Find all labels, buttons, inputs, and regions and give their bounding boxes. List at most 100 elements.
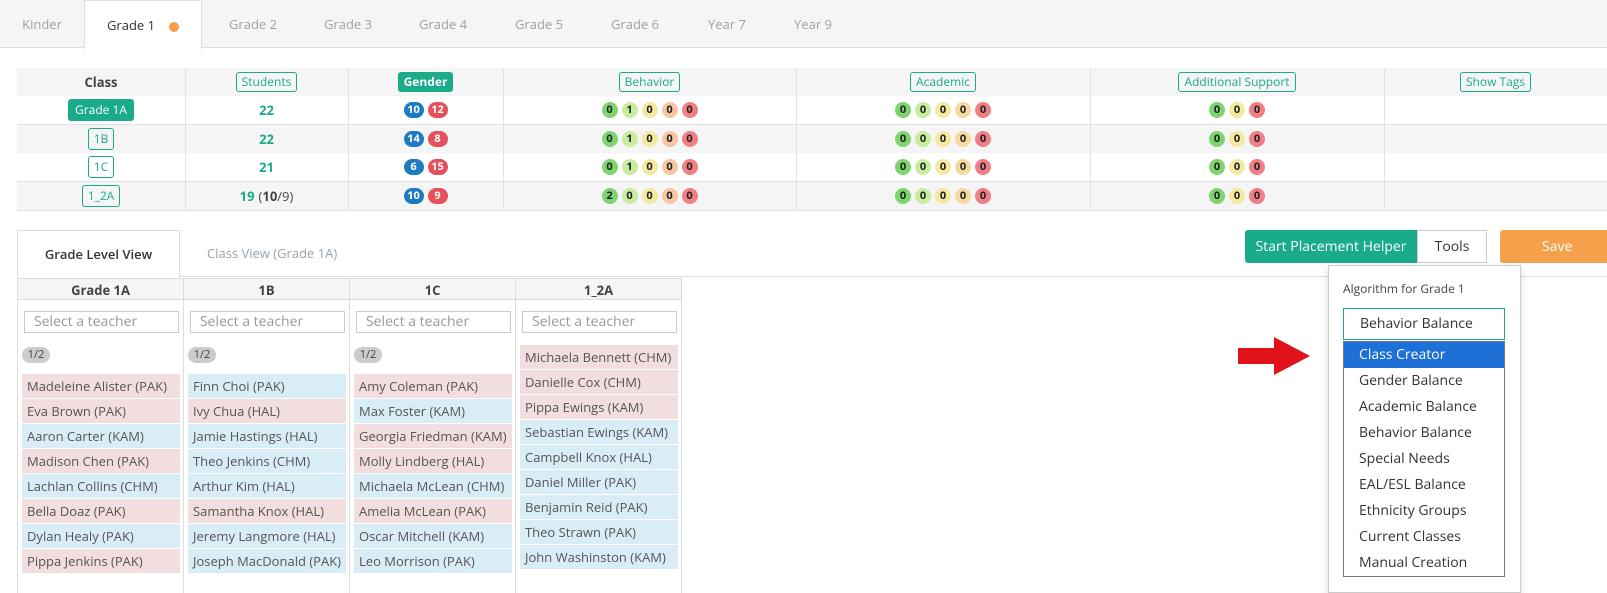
class-label[interactable]: Grade 1A xyxy=(68,99,134,121)
student[interactable]: Ivy Chua (HAL) xyxy=(188,399,346,423)
student[interactable]: Michaela McLean (CHM) xyxy=(354,474,512,498)
header-label[interactable]: Additional Support xyxy=(1178,72,1296,92)
save-button[interactable]: Save xyxy=(1500,230,1607,263)
student[interactable]: Amy Coleman (PAK) xyxy=(354,374,512,398)
behavior-dot: 0 xyxy=(681,159,698,175)
student[interactable]: Jeremy Langmore (HAL) xyxy=(188,524,346,548)
algorithm-option[interactable]: Current Classes xyxy=(1359,527,1461,546)
student[interactable]: Madison Chen (PAK) xyxy=(22,449,180,473)
student[interactable]: Pippa Jenkins (PAK) xyxy=(22,549,180,573)
teacher-select[interactable]: Select a teacher xyxy=(522,311,677,333)
student[interactable]: Campbell Knox (HAL) xyxy=(520,445,678,469)
grade-tab[interactable]: Grade 3 xyxy=(306,0,390,48)
student[interactable]: Benjamin Reid (PAK) xyxy=(520,495,678,519)
algorithm-option[interactable]: Gender Balance xyxy=(1359,371,1463,390)
student[interactable]: Michaela Bennett (CHM) xyxy=(520,345,678,369)
students-count: 19 xyxy=(239,187,255,205)
student[interactable]: Georgia Friedman (KAM) xyxy=(354,424,512,448)
student[interactable]: Madeleine Alister (PAK) xyxy=(22,374,180,398)
view-tab-label: Grade Level View xyxy=(44,245,153,263)
algorithm-option[interactable]: Special Needs xyxy=(1359,449,1450,468)
view-tab[interactable]: Grade Level View xyxy=(17,230,180,277)
behavior-dot: 0 xyxy=(641,188,658,204)
header-label[interactable]: Behavior xyxy=(618,72,681,92)
student[interactable]: Lachlan Collins (CHM) xyxy=(22,474,180,498)
student[interactable]: Finn Choi (PAK) xyxy=(188,374,346,398)
class-label[interactable]: 1C xyxy=(87,156,115,178)
class-badge: 1/2 xyxy=(188,347,216,363)
algorithm-select[interactable]: Behavior Balance xyxy=(1343,308,1505,340)
grade-tab[interactable]: Grade 5 xyxy=(497,0,581,48)
header-label[interactable]: Gender xyxy=(397,72,454,92)
student[interactable]: Joseph MacDonald (PAK) xyxy=(188,549,346,573)
academic-dot: 0 xyxy=(955,102,971,118)
teacher-select[interactable]: Select a teacher xyxy=(190,311,345,333)
academic-dot: 0 xyxy=(915,131,931,147)
students-cell: 22 xyxy=(185,96,348,124)
gender-cell: 6 15 xyxy=(348,153,503,181)
header-cell: Show Tags xyxy=(1384,68,1607,96)
grade-tab[interactable]: Kinder xyxy=(2,0,82,48)
algorithm-option[interactable]: Ethnicity Groups xyxy=(1359,501,1467,520)
student[interactable]: Eva Brown (PAK) xyxy=(22,399,180,423)
grade-tab[interactable]: Year 9 xyxy=(774,0,852,48)
header-label[interactable]: Show Tags xyxy=(1459,72,1532,92)
algorithm-option[interactable]: Behavior Balance xyxy=(1359,423,1472,442)
student[interactable]: Dylan Healy (PAK) xyxy=(22,524,180,548)
helper-button[interactable]: Start Placement Helper xyxy=(1245,230,1417,263)
gender-count: 10 xyxy=(403,102,424,118)
grade-tab[interactable]: Grade 2 xyxy=(211,0,295,48)
student[interactable]: Amelia McLean (PAK) xyxy=(354,499,512,523)
teacher-select[interactable]: Select a teacher xyxy=(24,311,179,333)
student[interactable]: Max Foster (KAM) xyxy=(354,399,512,423)
student[interactable]: Samantha Knox (HAL) xyxy=(188,499,346,523)
behavior-dot: 0 xyxy=(681,188,698,204)
academic-dot: 0 xyxy=(915,159,931,175)
algorithm-option[interactable]: EAL/ESL Balance xyxy=(1359,475,1466,494)
support-dot: 0 xyxy=(1229,102,1245,118)
class-label[interactable]: 1_2A xyxy=(81,185,121,207)
academic-dot: 0 xyxy=(915,188,931,204)
header-label[interactable]: Academic xyxy=(910,72,976,92)
support-dot: 0 xyxy=(1249,188,1265,204)
student[interactable]: Pippa Ewings (KAM) xyxy=(520,395,678,419)
student[interactable]: Bella Doaz (PAK) xyxy=(22,499,180,523)
student[interactable]: Theo Strawn (PAK) xyxy=(520,520,678,544)
students-cell: 19(10/9) xyxy=(185,182,348,210)
student[interactable]: John Washinston (KAM) xyxy=(520,545,678,569)
grade-tab[interactable]: Grade 1 xyxy=(84,0,202,49)
student[interactable]: Jamie Hastings (HAL) xyxy=(188,424,346,448)
algorithm-option[interactable]: Academic Balance xyxy=(1359,397,1477,416)
student[interactable]: Molly Lindberg (HAL) xyxy=(354,449,512,473)
grade-tab[interactable]: Grade 6 xyxy=(592,0,678,48)
student[interactable]: Aaron Carter (KAM) xyxy=(22,424,180,448)
tools-button[interactable]: Tools xyxy=(1417,230,1487,263)
behavior-dot: 0 xyxy=(621,188,638,204)
student[interactable]: Oscar Mitchell (KAM) xyxy=(354,524,512,548)
student[interactable]: Theo Jenkins (CHM) xyxy=(188,449,346,473)
header-label[interactable]: Students xyxy=(235,72,298,92)
grade-tab[interactable]: Grade 4 xyxy=(401,0,485,48)
algorithm-option[interactable]: Class Creator xyxy=(1344,342,1504,368)
tab-label: Grade 4 xyxy=(418,15,468,33)
algorithm-option[interactable]: Manual Creation xyxy=(1359,553,1468,572)
student[interactable]: Danielle Cox (CHM) xyxy=(520,370,678,394)
student[interactable]: Leo Morrison (PAK) xyxy=(354,549,512,573)
class-badge: 1/2 xyxy=(354,347,382,363)
header-cell: Gender xyxy=(348,68,503,96)
teacher-select[interactable]: Select a teacher xyxy=(356,311,511,333)
algorithm-options: Class Creator Gender Balance Academic Bala… xyxy=(1343,341,1505,577)
class-label[interactable]: 1B xyxy=(87,128,115,150)
column-title: 1_2A xyxy=(515,278,682,300)
student[interactable]: Daniel Miller (PAK) xyxy=(520,470,678,494)
column-title: Grade 1A xyxy=(17,278,184,300)
behavior-dot: 0 xyxy=(641,159,658,175)
view-tab[interactable]: Class View (Grade 1A) xyxy=(207,244,338,262)
grade-tab[interactable]: Year 7 xyxy=(692,0,762,48)
student[interactable]: Sebastian Ewings (KAM) xyxy=(520,420,678,444)
student[interactable]: Arthur Kim (HAL) xyxy=(188,474,346,498)
